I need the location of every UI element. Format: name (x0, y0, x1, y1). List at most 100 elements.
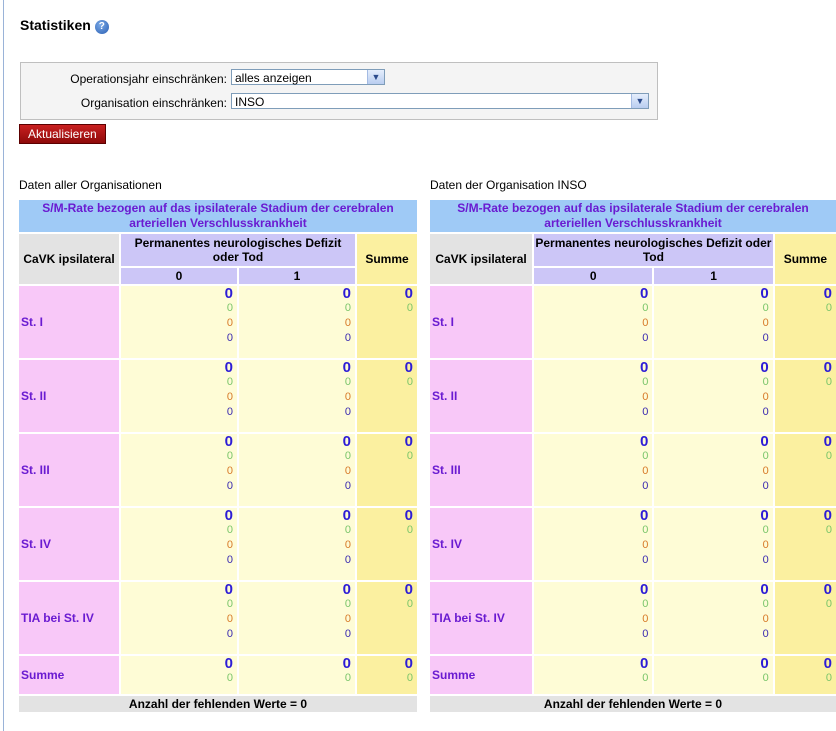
cell-value: 0 (406, 302, 414, 314)
cell-value: 0 (640, 433, 649, 450)
stats-table-all: S/M-Rate bezogen auf das ipsilaterale St… (17, 198, 419, 714)
cell-value: 0 (825, 302, 832, 314)
row-label: TIA bei St. IV (19, 582, 119, 654)
row-label: St. III (430, 434, 533, 506)
cell-value: 0 (344, 465, 351, 477)
cell-value: 0 (640, 581, 649, 598)
cell-value: 0 (642, 554, 649, 566)
missing-values-footer: Anzahl der fehlenden Werte = 0 (19, 696, 418, 712)
cell-value: 0 (226, 554, 233, 566)
cell-value: 0 (762, 598, 769, 610)
row-label: St. II (19, 360, 119, 432)
cell-value: 0 (342, 581, 351, 598)
cell-value: 0 (762, 628, 769, 640)
year-filter-select[interactable]: alles anzeigen ▼ (231, 69, 385, 85)
cell-value: 0 (823, 581, 832, 598)
cell-value: 0 (762, 465, 769, 477)
cell-value: 0 (226, 613, 233, 625)
cell-value: 0 (760, 655, 769, 672)
cell-value: 0 (642, 628, 649, 640)
row-label: St. IV (19, 508, 119, 580)
org-filter-select[interactable]: INSO ▼ (231, 93, 649, 109)
cell-value: 0 (344, 628, 351, 640)
cell-value: 0 (642, 317, 649, 329)
page-title: Statistiken? (20, 17, 109, 34)
cell-value: 0 (226, 524, 233, 536)
cell-value: 0 (825, 450, 832, 462)
cell-value: 0 (226, 376, 233, 388)
row-label: St. III (19, 434, 119, 506)
table-row: St. III 0 0 0 0 0 0 0 0 0 0 (19, 434, 418, 506)
cell-value: 0 (760, 433, 769, 450)
cell-value: 0 (224, 285, 233, 302)
cell-value: 0 (226, 539, 233, 551)
filter-panel: Operationsjahr einschränken: alles anzei… (20, 62, 658, 120)
help-icon[interactable]: ? (94, 20, 109, 34)
row-header: CaVK ipsilateral (430, 234, 533, 284)
chevron-down-icon[interactable]: ▼ (631, 94, 648, 108)
update-button[interactable]: Aktualisieren (19, 124, 106, 144)
cell-value: 0 (642, 465, 649, 477)
row-label: Summe (430, 656, 533, 694)
cell-value: 0 (224, 507, 233, 524)
chevron-down-icon[interactable]: ▼ (367, 70, 384, 84)
cell-value: 0 (760, 581, 769, 598)
cell-value: 0 (406, 450, 414, 462)
cell-value: 0 (642, 391, 649, 403)
cell-value: 0 (344, 302, 351, 314)
cell-value: 0 (823, 433, 832, 450)
cell-value: 0 (640, 655, 649, 672)
cell-value: 0 (823, 507, 832, 524)
cell-value: 0 (762, 613, 769, 625)
cell-value: 0 (823, 285, 832, 302)
cell-value: 0 (344, 332, 351, 344)
cell-value: 0 (762, 391, 769, 403)
total-row: Summe 0 0 0 0 0 0 (19, 655, 418, 694)
cell-value: 0 (224, 655, 233, 672)
cell-value: 0 (224, 581, 233, 598)
total-row: Summe 0 0 0 0 0 0 (430, 656, 836, 694)
column-group-header: Permanentes neurologisches Defizit oder … (121, 234, 355, 266)
cell-value: 0 (404, 581, 414, 598)
column-header-1: 1 (654, 268, 773, 284)
cell-value: 0 (642, 480, 649, 492)
cell-value: 0 (406, 598, 414, 610)
cell-value: 0 (406, 376, 414, 388)
cell-value: 0 (760, 285, 769, 302)
cell-value: 0 (344, 524, 351, 536)
cell-value: 0 (762, 450, 769, 462)
row-header: CaVK ipsilateral (19, 234, 119, 284)
org-filter-value: INSO (235, 95, 265, 109)
cell-value: 0 (344, 406, 351, 418)
cell-value: 0 (226, 391, 233, 403)
table-title: S/M-Rate bezogen auf das ipsilaterale St… (430, 200, 836, 232)
cell-value: 0 (342, 433, 351, 450)
table-row: St. IV 0 0 0 0 0 0 0 0 0 0 (19, 508, 418, 580)
cell-value: 0 (344, 598, 351, 610)
row-label: St. I (19, 286, 119, 358)
cell-value: 0 (825, 376, 832, 388)
row-label: St. I (430, 286, 533, 358)
cell-value: 0 (226, 302, 233, 314)
frame-border (3, 0, 4, 731)
table-row: St. II 0 0 0 0 0 0 0 0 0 0 (19, 359, 418, 432)
year-filter-row: Operationsjahr einschränken: alles anzei… (21, 69, 657, 89)
cell-value: 0 (404, 359, 414, 376)
cell-value: 0 (762, 302, 769, 314)
